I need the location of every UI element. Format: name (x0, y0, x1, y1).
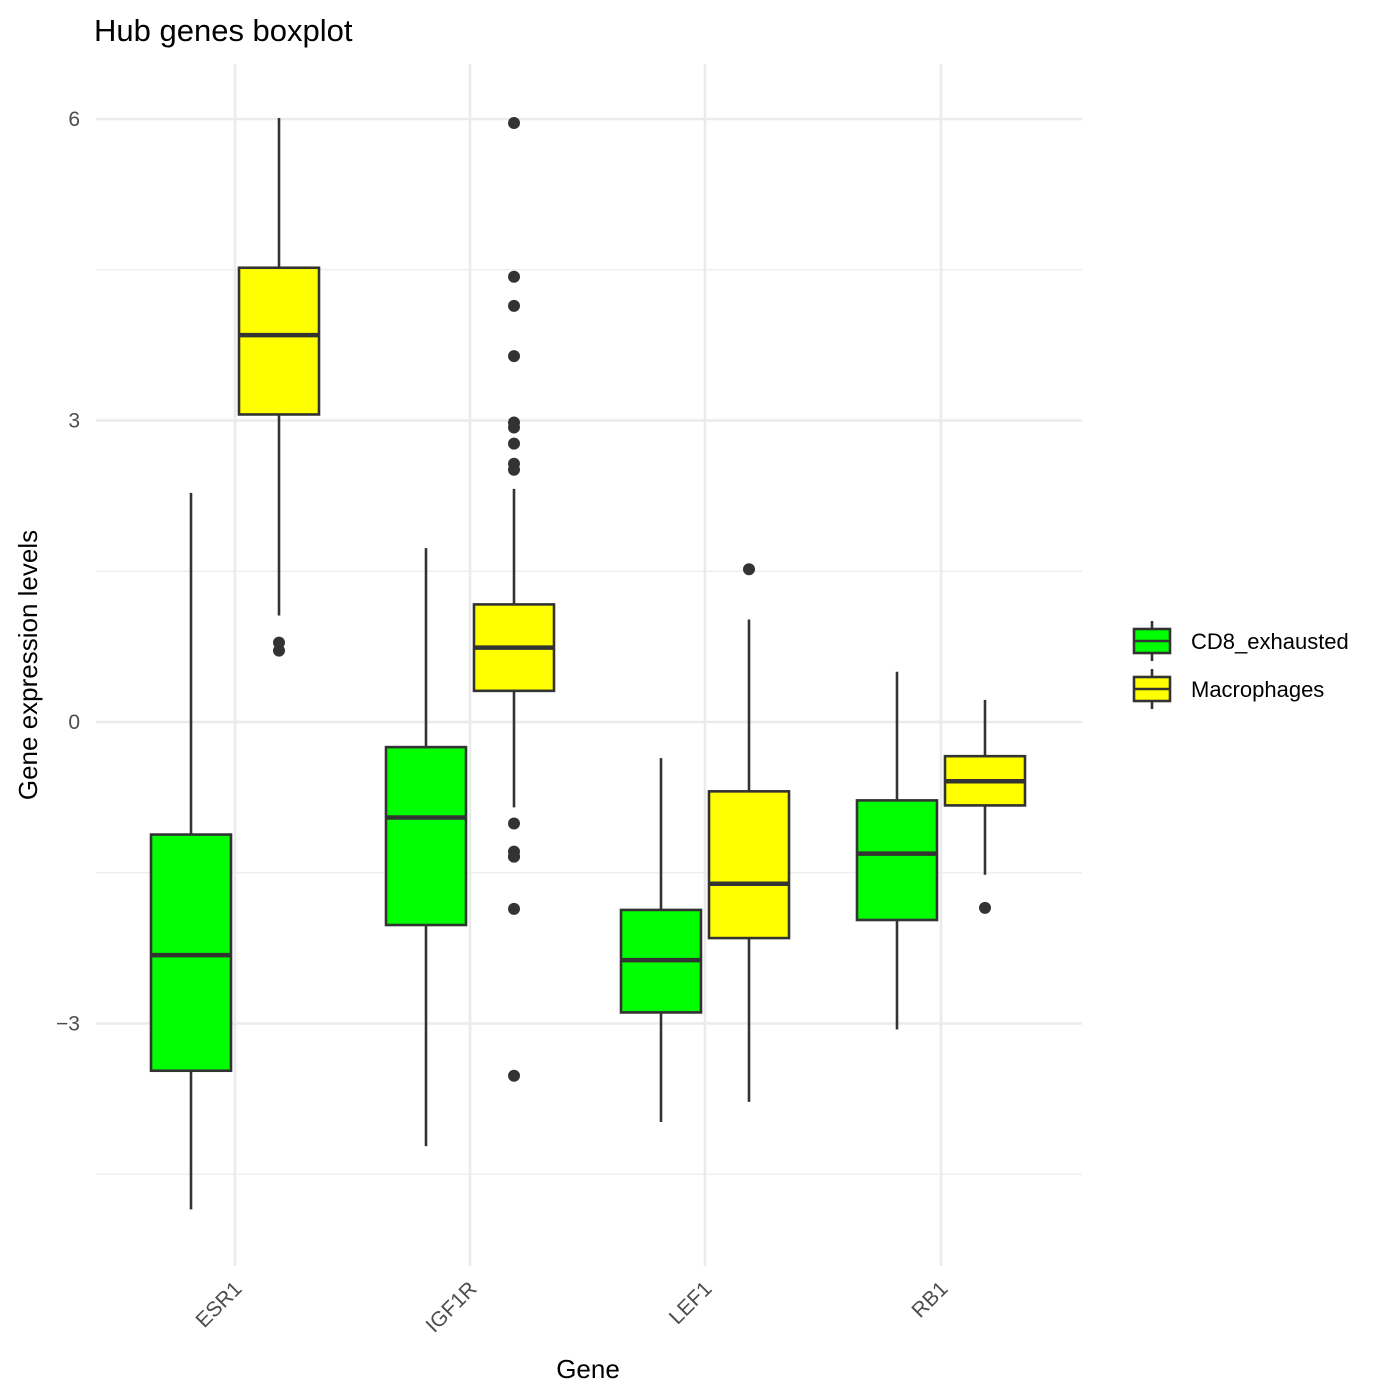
outlier-point (508, 463, 520, 476)
outlier-point (979, 901, 991, 914)
y-tick-label: 6 (68, 108, 80, 131)
legend: CD8_exhausted Macrophages (1132, 621, 1349, 709)
outlier-point (508, 1069, 520, 1082)
y-tick-label: −3 (56, 1013, 80, 1036)
legend-label: CD8_exhausted (1191, 629, 1349, 654)
chart-title: Hub genes boxplot (94, 13, 353, 48)
box-Macrophages-IGF1R (472, 117, 556, 1082)
box-CD8_exhausted-IGF1R (384, 548, 468, 1147)
legend-item-CD8_exhausted: CD8_exhausted (1132, 621, 1349, 661)
box-body (237, 266, 321, 416)
outlier-point (508, 437, 520, 450)
outlier-point (508, 299, 520, 312)
x-tick-label: IGF1R (422, 1277, 482, 1337)
box-CD8_exhausted-RB1 (855, 671, 939, 1030)
y-axis-label: Gene expression levels (13, 530, 43, 800)
box-Macrophages-RB1 (943, 699, 1027, 914)
box-Macrophages-ESR1 (237, 117, 321, 657)
box-body (855, 799, 939, 922)
legend-label: Macrophages (1191, 677, 1324, 702)
box-body (707, 790, 791, 940)
y-tick-label: 3 (68, 410, 80, 433)
outlier-point (743, 563, 755, 576)
box-CD8_exhausted-LEF1 (619, 758, 703, 1122)
box-body (384, 745, 468, 927)
x-axis-label: Gene (556, 1354, 620, 1384)
outlier-point (508, 850, 520, 863)
legend-item-Macrophages: Macrophages (1132, 669, 1324, 709)
outlier-point (273, 644, 285, 657)
outlier-point (508, 270, 520, 283)
x-tick-label: RB1 (907, 1277, 952, 1322)
box-Macrophages-LEF1 (707, 563, 791, 1102)
x-tick-label: ESR1 (191, 1277, 246, 1332)
plot-layer (149, 117, 1027, 1210)
outlier-point (508, 421, 520, 434)
grid-layer (96, 64, 1082, 1266)
y-tick-label: 0 (68, 711, 80, 734)
x-tick-label: LEF1 (665, 1277, 717, 1329)
outlier-point (508, 117, 520, 130)
outlier-point (508, 350, 520, 363)
outlier-point (508, 817, 520, 830)
box-body (149, 833, 233, 1073)
box-CD8_exhausted-ESR1 (149, 492, 233, 1210)
outlier-point (508, 902, 520, 915)
